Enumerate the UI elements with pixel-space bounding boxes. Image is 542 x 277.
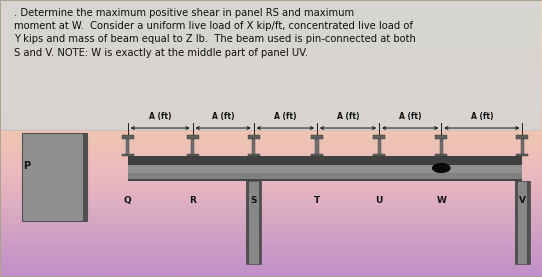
Bar — [128, 165, 522, 181]
Text: S: S — [250, 196, 257, 205]
Bar — [435, 154, 447, 157]
Bar — [527, 181, 530, 264]
Text: P: P — [23, 161, 30, 171]
Bar — [122, 154, 134, 157]
Text: A (ft): A (ft) — [337, 112, 359, 121]
Text: A (ft): A (ft) — [470, 112, 493, 121]
Bar — [311, 135, 323, 138]
Text: R: R — [189, 196, 196, 205]
Bar — [191, 138, 194, 154]
Bar — [128, 173, 522, 181]
Bar — [515, 181, 518, 264]
Bar — [83, 133, 87, 221]
Bar — [259, 181, 261, 264]
Text: U: U — [376, 196, 383, 205]
Bar — [515, 181, 530, 264]
Bar — [246, 181, 261, 264]
Text: A (ft): A (ft) — [212, 112, 234, 121]
Bar — [435, 135, 447, 138]
Text: A (ft): A (ft) — [274, 112, 296, 121]
Bar — [248, 154, 260, 157]
Bar — [248, 135, 260, 138]
Text: T: T — [314, 196, 320, 205]
Bar — [22, 133, 87, 221]
Bar — [517, 135, 528, 138]
Text: W: W — [436, 196, 446, 205]
Circle shape — [433, 164, 450, 172]
Bar — [128, 179, 522, 181]
Text: Q: Q — [124, 196, 132, 205]
Bar — [311, 154, 323, 157]
FancyBboxPatch shape — [0, 0, 542, 130]
Text: A (ft): A (ft) — [399, 112, 422, 121]
Bar — [252, 138, 255, 154]
Bar — [517, 154, 528, 157]
Bar — [315, 138, 319, 154]
Bar — [440, 138, 443, 154]
Bar — [521, 138, 524, 154]
Bar — [373, 154, 385, 157]
Text: V: V — [519, 196, 526, 205]
Bar — [373, 135, 385, 138]
Bar — [377, 138, 380, 154]
Bar — [128, 157, 522, 165]
Bar — [186, 135, 198, 138]
Text: A (ft): A (ft) — [149, 112, 171, 121]
Bar — [186, 154, 198, 157]
Bar — [246, 181, 249, 264]
Bar — [122, 135, 134, 138]
Text: . Determine the maximum positive shear in panel RS and maximum
moment at W.  Con: . Determine the maximum positive shear i… — [14, 8, 416, 58]
Bar — [126, 138, 130, 154]
